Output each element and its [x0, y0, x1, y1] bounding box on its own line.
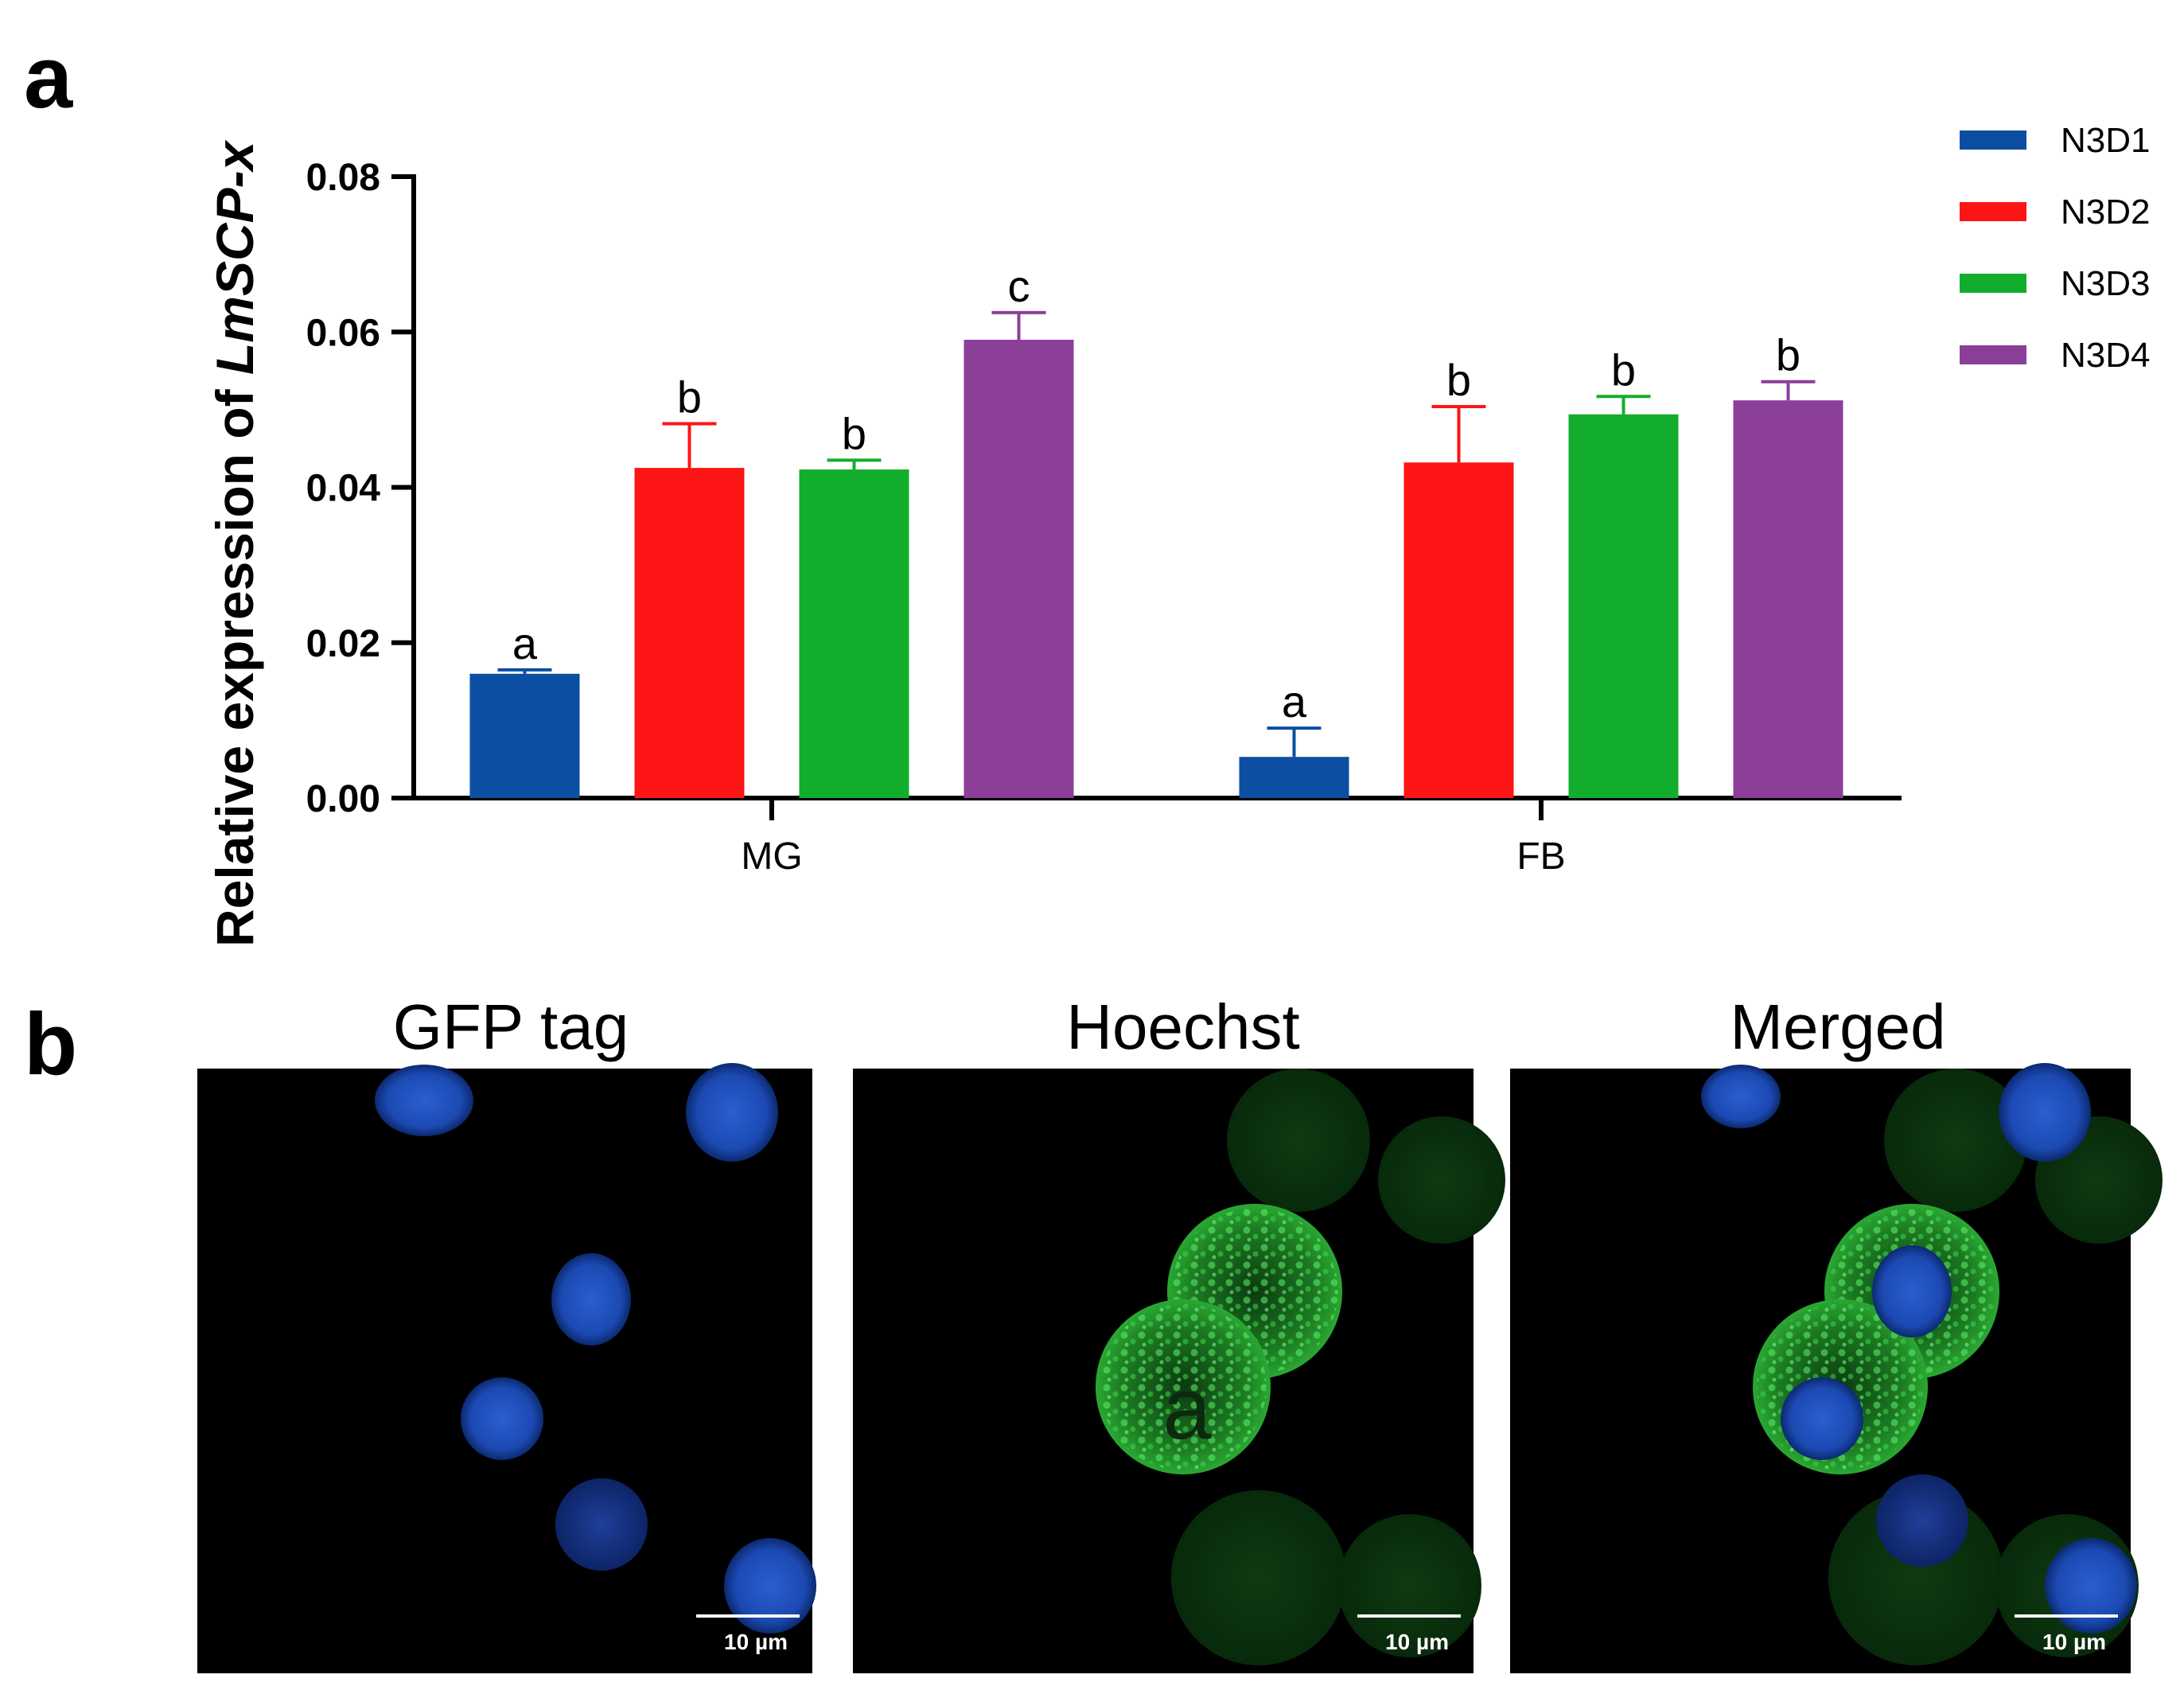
cell-granules [1100, 1303, 1267, 1470]
nucleus-blob [551, 1253, 631, 1345]
nucleus-blob [1872, 1245, 1952, 1338]
bar-n3d3-fb [1568, 414, 1679, 798]
nucleus-blob [375, 1065, 473, 1136]
scale-bar-label: 10 µm [2042, 1630, 2106, 1654]
y-tick-label: 0.08 [306, 157, 380, 199]
y-tick-label: 0.00 [306, 778, 380, 820]
significance-label: b [677, 372, 702, 422]
bar-n3d3-mg [799, 469, 909, 798]
nucleus-blob [1701, 1065, 1781, 1128]
scale-bar-label: 10 µm [724, 1630, 788, 1654]
nucleus-blob [1876, 1474, 1968, 1567]
bar-n3d2-mg [634, 468, 745, 798]
y-tick-label: 0.02 [306, 623, 380, 665]
significance-label: a [512, 618, 538, 668]
cell-blob [1227, 1069, 1370, 1212]
y-axis-label: Relative expression of LmSCP-x [205, 139, 264, 947]
significance-label: b [1446, 355, 1471, 405]
cell-blob [1171, 1490, 1346, 1665]
micrograph-panels: GFP tag 10 µm Hoechst a 10 µm Merged 10 µm [197, 991, 2163, 1673]
x-category-label: MG [741, 835, 802, 878]
nucleus-blob [461, 1377, 543, 1460]
bar-chart: 0.00 0.02 0.04 0.06 0.08 MG FB a a b b b b c b [306, 157, 1902, 878]
legend-label: N3D1 [2061, 121, 2151, 160]
y-axis-label-prefix: Relative expression of [205, 375, 264, 947]
significance-label: b [842, 408, 866, 458]
y-axis-label-gene: LmSCP-x [205, 139, 264, 375]
scale-bar-label: 10 µm [1385, 1630, 1449, 1654]
nucleus-blob [1781, 1377, 1863, 1460]
legend-swatch-n3d1 [1960, 130, 2026, 150]
nucleus-blob [686, 1063, 778, 1162]
nucleus-blob [2045, 1538, 2137, 1634]
overlay-letter: a [1162, 1360, 1212, 1458]
significance-label: b [1611, 345, 1636, 395]
bar-n3d1-fb [1239, 757, 1349, 798]
nucleus-blob [724, 1538, 816, 1634]
micrograph-title: Hoechst [1066, 991, 1299, 1062]
blue-nuclei-micrograph [197, 1069, 812, 1673]
significance-label: c [1008, 261, 1030, 311]
legend-swatch-n3d3 [1960, 274, 2026, 293]
bar-n3d4-fb [1733, 400, 1843, 798]
significance-label: a [1282, 676, 1307, 726]
panel-a-label: a [24, 29, 73, 127]
bar-n3d1-mg [469, 673, 580, 798]
y-tick-label: 0.06 [306, 312, 380, 354]
chart-legend: N3D1 N3D2 N3D3 N3D4 [1960, 121, 2151, 375]
x-category-label: FB [1516, 835, 1565, 878]
cell-blob [1884, 1069, 2027, 1212]
significance-label: b [1776, 330, 1801, 380]
legend-label: N3D3 [2061, 264, 2151, 303]
panel-b-label: b [24, 995, 77, 1093]
legend-label: N3D2 [2061, 193, 2151, 232]
nucleus-blob [1999, 1063, 2091, 1162]
nucleus-blob [555, 1478, 648, 1571]
bar-n3d4-mg [964, 340, 1074, 798]
legend-swatch-n3d4 [1960, 345, 2026, 364]
micrograph-title: Merged [1730, 991, 1945, 1062]
legend-swatch-n3d2 [1960, 202, 2026, 221]
bar-n3d2-fb [1403, 462, 1514, 798]
cell-blob [1378, 1116, 1505, 1244]
micrograph-title: GFP tag [393, 991, 629, 1062]
legend-label: N3D4 [2061, 336, 2151, 375]
y-tick-label: 0.04 [306, 468, 381, 510]
cell-blob [1338, 1514, 1481, 1657]
